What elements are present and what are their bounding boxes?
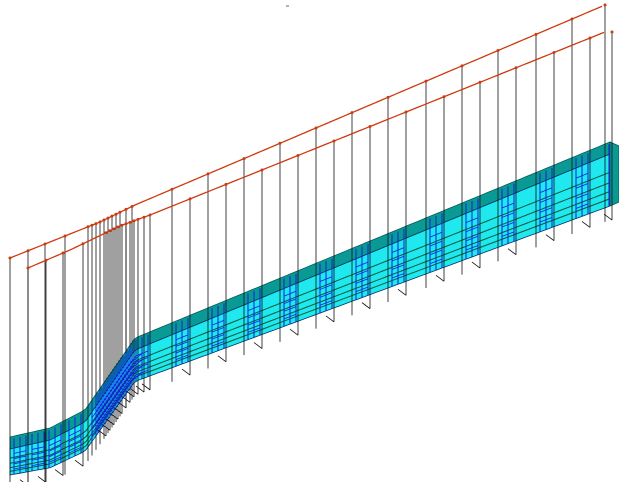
surface-point	[27, 267, 30, 270]
surface-point	[103, 219, 106, 222]
surface-point	[87, 225, 90, 228]
surface-point	[107, 217, 110, 220]
surface-point	[369, 125, 372, 128]
channel-end	[610, 142, 619, 206]
surface-point	[99, 221, 102, 224]
surface-point	[333, 139, 336, 142]
surface-point	[189, 197, 192, 200]
page: (() => { const data = JSON.parse(documen…	[0, 0, 619, 482]
surface-point	[113, 227, 116, 230]
3d-view	[0, 0, 619, 482]
surface-point	[64, 235, 67, 238]
surface-point	[225, 183, 228, 186]
surface-point	[125, 208, 128, 211]
surface-point	[535, 33, 538, 36]
surface-point	[297, 154, 300, 157]
surface-point	[82, 242, 85, 245]
surface-point	[111, 215, 114, 218]
surface-point	[553, 51, 556, 54]
surface-point	[479, 81, 482, 84]
surface-point	[91, 224, 94, 227]
surface-point	[497, 49, 500, 52]
surface-point	[279, 142, 282, 145]
surface-point	[125, 222, 128, 225]
surface-point	[315, 126, 318, 129]
surface-point	[27, 249, 30, 252]
surface-point	[571, 18, 574, 21]
surface-point	[149, 214, 152, 217]
surface-point	[611, 31, 614, 34]
surface-point	[45, 259, 48, 262]
surface-point	[405, 111, 408, 114]
surface-point	[425, 80, 428, 83]
surface-point	[105, 231, 108, 234]
surface-point	[44, 243, 47, 246]
surface-point	[461, 64, 464, 67]
surface-point	[261, 168, 264, 171]
surface-point	[133, 219, 136, 222]
surface-point	[129, 221, 132, 224]
surface-point	[95, 222, 98, 225]
surface-point	[207, 172, 210, 175]
surface-point	[137, 218, 140, 221]
surface-point	[171, 188, 174, 191]
surface-point	[62, 252, 65, 255]
surface-point	[109, 229, 112, 232]
surface-point	[387, 96, 390, 99]
surface-point	[515, 66, 518, 69]
surface-point	[117, 225, 120, 228]
surface-point	[9, 257, 12, 260]
surface-point	[243, 157, 246, 160]
surface-point	[143, 216, 146, 219]
surface-point	[119, 211, 122, 214]
surface-point	[115, 213, 118, 216]
surface-point	[604, 4, 607, 7]
surface-point	[121, 224, 124, 227]
surface-point	[131, 205, 134, 208]
surface-point	[443, 95, 446, 98]
surface-point	[351, 111, 354, 114]
surface-point	[589, 37, 592, 40]
